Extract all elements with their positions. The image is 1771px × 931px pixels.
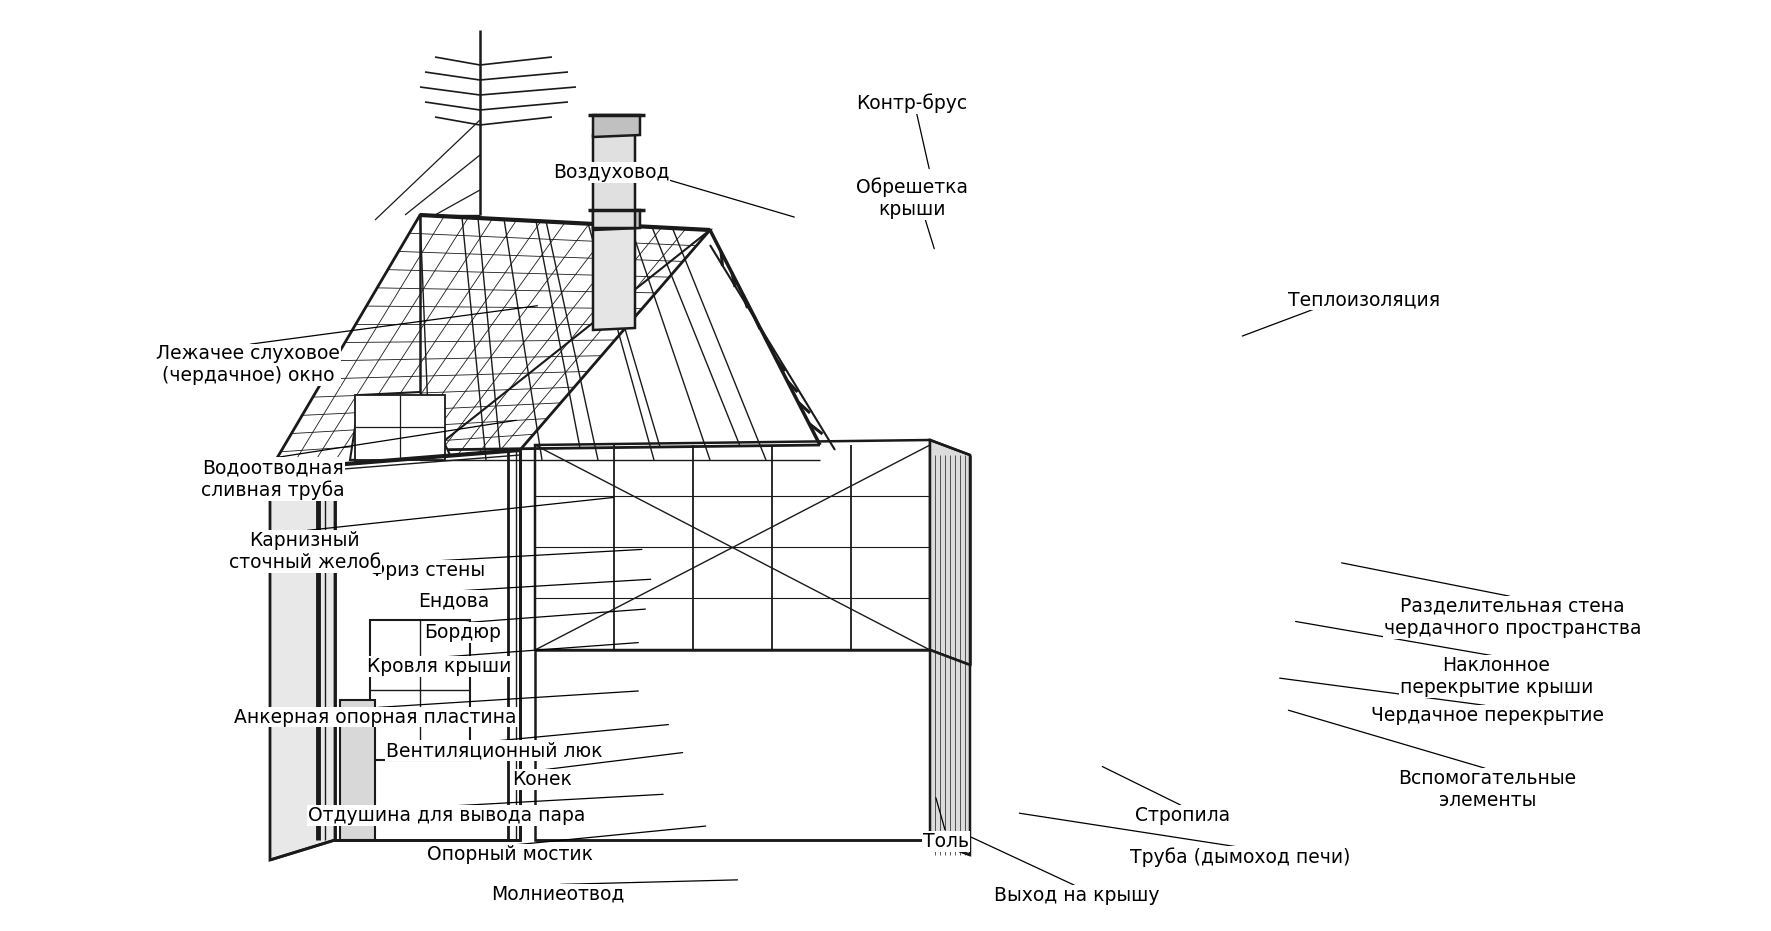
Polygon shape [593, 226, 636, 330]
Text: Фриз стены: Фриз стены [368, 561, 485, 580]
Polygon shape [354, 395, 445, 460]
Text: Ендова: Ендова [418, 591, 489, 610]
Text: Выход на крышу: Выход на крышу [994, 886, 1160, 905]
Text: Анкерная опорная пластина: Анкерная опорная пластина [234, 708, 517, 726]
Text: Водоотводная
сливная труба: Водоотводная сливная труба [200, 458, 345, 500]
Polygon shape [593, 133, 636, 228]
Text: Труба (дымоход печи): Труба (дымоход печи) [1130, 847, 1350, 867]
Text: Теплоизоляция: Теплоизоляция [1288, 290, 1440, 309]
Text: Стропила: Стропила [1135, 806, 1231, 825]
Text: Отдушина для вывода пара: Отдушина для вывода пара [308, 806, 584, 825]
Polygon shape [535, 440, 930, 650]
Polygon shape [269, 215, 710, 470]
Text: Контр-брус: Контр-брус [857, 93, 967, 113]
Polygon shape [535, 650, 930, 840]
Polygon shape [269, 450, 335, 860]
Text: Чердачное перекрытие: Чердачное перекрытие [1371, 706, 1605, 724]
Polygon shape [351, 392, 450, 460]
Text: Карнизный
сточный желоб: Карнизный сточный желоб [228, 531, 381, 572]
Text: Конек: Конек [512, 770, 572, 789]
Text: Опорный мостик: Опорный мостик [427, 845, 593, 864]
Text: Воздуховод: Воздуховод [553, 163, 669, 182]
Polygon shape [930, 650, 971, 855]
Text: Разделительная стена
чердачного пространства: Разделительная стена чердачного простран… [1383, 597, 1642, 638]
Text: Молниеотвод: Молниеотвод [491, 884, 625, 903]
Polygon shape [930, 440, 971, 665]
Text: Кровля крыши: Кровля крыши [367, 657, 512, 676]
Text: Лежачее слуховое
(чердачное) окно: Лежачее слуховое (чердачное) окно [156, 344, 340, 385]
Text: Вентиляционный люк: Вентиляционный люк [386, 741, 602, 760]
Polygon shape [593, 210, 639, 230]
Polygon shape [340, 700, 375, 840]
Text: Вспомогательные
элементы: Вспомогательные элементы [1399, 769, 1576, 810]
Text: Бордюр: Бордюр [423, 623, 501, 641]
Text: Наклонное
перекрытие крыши: Наклонное перекрытие крыши [1399, 656, 1594, 697]
Polygon shape [593, 115, 639, 137]
Text: Обрешетка
крыши: Обрешетка крыши [855, 177, 969, 219]
Polygon shape [370, 620, 469, 760]
Text: Толь: Толь [923, 832, 969, 851]
Polygon shape [335, 450, 521, 840]
